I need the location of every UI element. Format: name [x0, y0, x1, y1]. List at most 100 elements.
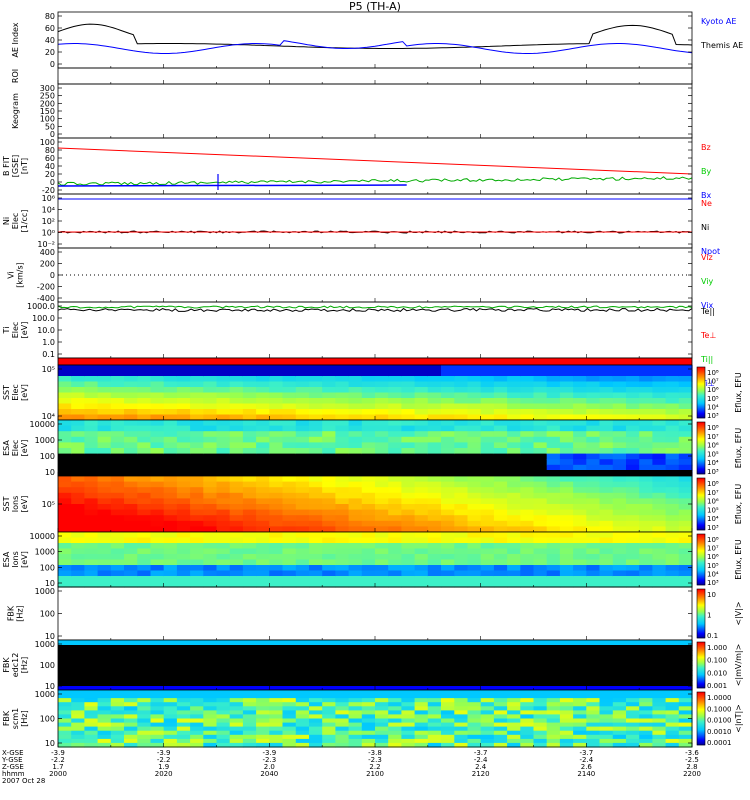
heatmap-cell — [309, 554, 323, 561]
heatmap-cell — [480, 655, 495, 661]
heatmap-cell — [216, 714, 231, 720]
heatmap-cell — [322, 650, 336, 656]
heatmap-cell — [84, 387, 99, 394]
heatmap-cell — [242, 381, 257, 388]
heatmap-cell — [414, 526, 429, 533]
heatmap-cell — [493, 487, 508, 494]
panel-ylabel: FBKscm1[Hz] — [2, 708, 29, 729]
heatmap-cell — [110, 650, 125, 656]
heatmap-cell — [612, 532, 627, 539]
colorbar-cell — [697, 739, 705, 741]
heatmap-cell — [678, 381, 693, 388]
colorbar-cell — [697, 413, 705, 415]
heatmap-cell — [454, 742, 469, 748]
heatmap-cell — [388, 515, 402, 522]
heatmap-cell — [361, 448, 376, 455]
heatmap-cell — [322, 403, 336, 410]
colorbar-cell — [697, 525, 705, 527]
heatmap-cell — [586, 398, 601, 405]
heatmap-cell — [295, 576, 310, 583]
heatmap-cell — [546, 722, 561, 728]
heatmap-cell — [665, 381, 680, 388]
colorbar-tick: 10⁷ — [707, 378, 719, 386]
heatmap-cell — [573, 476, 587, 483]
colorbar-cell — [697, 547, 705, 549]
heatmap-cell — [652, 532, 667, 539]
heatmap-cell — [203, 706, 218, 711]
heatmap-cell — [203, 680, 218, 686]
heatmap-cell — [401, 730, 416, 736]
heatmap-cell — [256, 504, 270, 511]
heatmap-cell — [84, 565, 99, 572]
heatmap-cell — [573, 559, 587, 566]
heatmap-cell — [97, 650, 112, 656]
heatmap-cell — [414, 476, 429, 483]
heatmap-cell — [573, 718, 587, 724]
heatmap-cell — [124, 694, 138, 699]
heatmap-cell — [124, 376, 138, 383]
heatmap-cell — [229, 414, 244, 421]
heatmap-cell — [216, 425, 231, 432]
heatmap-cell — [242, 370, 257, 377]
heatmap-cell — [546, 690, 561, 695]
heatmap-cell — [335, 660, 350, 666]
heatmap-cell — [612, 498, 627, 505]
heatmap-cell — [71, 392, 85, 399]
heatmap-cell — [282, 710, 297, 716]
heatmap-cell — [520, 504, 535, 511]
heatmap-cell — [97, 660, 112, 666]
heatmap-cell — [652, 398, 667, 405]
heatmap-cell — [388, 431, 402, 438]
heatmap-cell — [652, 420, 667, 427]
heatmap-cell — [256, 532, 270, 539]
heatmap-cell — [150, 365, 165, 372]
heatmap-cell — [97, 537, 112, 544]
heatmap-cell — [652, 442, 667, 449]
heatmap-cell — [573, 409, 587, 416]
heatmap-cell — [84, 694, 99, 699]
heatmap-cell — [533, 543, 548, 550]
heatmap-cell — [441, 365, 455, 372]
heatmap-cell — [150, 660, 165, 666]
heatmap-cell — [335, 476, 350, 483]
colorbar-cell — [697, 415, 705, 417]
heatmap-cell — [626, 554, 640, 561]
heatmap-cell — [586, 742, 601, 748]
heatmap-cell — [520, 665, 535, 671]
heatmap-cell — [322, 576, 336, 583]
heatmap-cell — [110, 698, 125, 703]
heatmap-cell — [150, 690, 165, 695]
heatmap-cell — [546, 498, 561, 505]
heatmap-cell — [84, 504, 99, 511]
heatmap-cell — [546, 738, 561, 744]
heatmap-cell — [58, 694, 72, 699]
heatmap-cell — [137, 376, 152, 383]
heatmap-cell — [414, 403, 429, 410]
heatmap-cell — [586, 576, 601, 583]
heatmap-cell — [546, 581, 561, 588]
heatmap-cell — [414, 442, 429, 449]
heatmap-cell — [665, 548, 680, 555]
heatmap-cell — [665, 581, 680, 588]
heatmap-cell — [110, 742, 125, 748]
heatmap-cell — [678, 459, 693, 466]
heatmap-cell — [427, 409, 442, 416]
heatmap-cell — [493, 537, 508, 544]
heatmap-cell — [203, 702, 218, 707]
heatmap-cell — [612, 576, 627, 583]
heatmap-cell — [124, 370, 138, 377]
heatmap-cell — [335, 398, 350, 405]
heatmap-cell — [309, 381, 323, 388]
heatmap-cell — [388, 543, 402, 550]
heatmap-cell — [84, 554, 99, 561]
heatmap-cell — [163, 442, 178, 449]
heatmap-cell — [309, 492, 323, 499]
panel-frame — [57, 586, 693, 641]
colorbar-cell — [697, 630, 705, 632]
colorbar-cell — [697, 606, 705, 608]
heatmap-cell — [493, 742, 508, 748]
heatmap-cell — [309, 365, 323, 372]
heatmap-cell — [626, 734, 640, 740]
heatmap-cell — [335, 738, 350, 744]
heatmap-cell — [388, 710, 402, 716]
